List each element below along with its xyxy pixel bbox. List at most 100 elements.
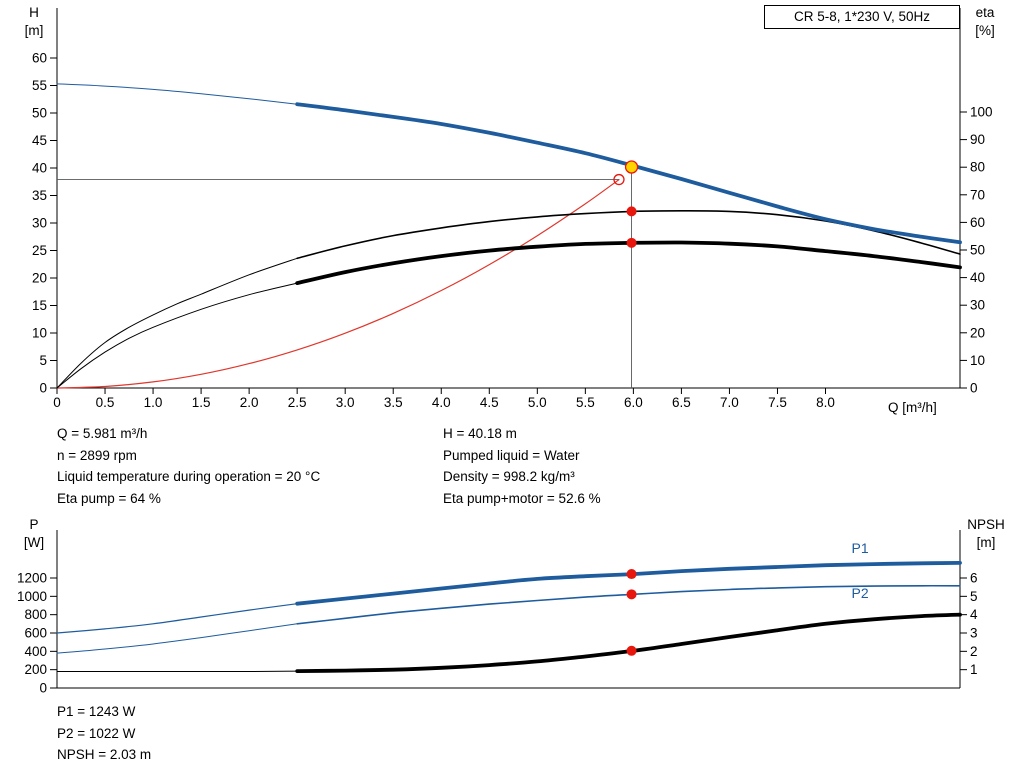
x-tick-label: 3.0 <box>336 395 355 410</box>
info-npsh: NPSH = 2.03 m <box>57 747 152 762</box>
y-left-tick-label: 40 <box>32 161 47 176</box>
power-p2-curve <box>56 584 961 654</box>
y-left-tick-label: 200 <box>24 662 47 677</box>
x-tick-label: 0 <box>53 395 61 410</box>
y-right-tick-label: 6 <box>970 571 978 586</box>
y-right-tick-label: 60 <box>970 215 985 230</box>
x-tick-label: 6.0 <box>624 395 643 410</box>
eta-pump-motor-point <box>626 237 637 248</box>
y-left-tick-label: 600 <box>24 626 47 641</box>
y-right-tick-label: 40 <box>970 270 985 285</box>
p-axis-symbol: P <box>29 517 39 532</box>
y-left-tick-label: 15 <box>32 298 47 313</box>
eta-axis-title: eta [%] <box>962 4 1008 40</box>
p2-point <box>626 589 637 600</box>
info-pumped-liquid: Pumped liquid = Water <box>443 447 580 463</box>
y-right-tick-label: 10 <box>970 353 985 368</box>
x-tick-label: 0.5 <box>96 395 115 410</box>
power-npsh-chart: 0 200 400 600 800 1000 1200 1 2 3 4 5 6 P1 P2 <box>17 530 978 696</box>
series-label-p1: P1 <box>852 540 869 556</box>
info-eta-pump: Eta pump = 64 % <box>57 490 161 506</box>
y-right-tick-label: 5 <box>970 589 978 604</box>
npsh-curve <box>56 612 962 673</box>
y-left-tick-label: 400 <box>24 644 47 659</box>
npsh-axis-symbol: NPSH <box>967 517 1005 532</box>
y-right-tick-label: 100 <box>970 105 993 120</box>
y-left-tick-label: 1000 <box>17 589 47 604</box>
h-axis-unit: [m] <box>24 23 44 38</box>
y-right-tick-label: 30 <box>970 298 985 313</box>
q-axis-title: Q [m³/h] <box>888 400 937 415</box>
y-right-tick-label: 90 <box>970 132 985 147</box>
y-right-tick-label: 70 <box>970 187 985 202</box>
npsh-axis-title: NPSH [m] <box>956 516 1016 552</box>
y-left-tick-label: 60 <box>32 51 47 66</box>
y-right-tick-label: 3 <box>970 626 978 641</box>
y-right-tick-label: 2 <box>970 644 978 659</box>
p1-point <box>626 569 637 580</box>
x-tick-label: 4.5 <box>480 395 499 410</box>
y-right-tick-label: 20 <box>970 325 985 340</box>
p-axis-unit: [W] <box>23 535 45 550</box>
info-q: Q = 5.981 m³/h <box>57 426 148 441</box>
y-right-tick-label: 4 <box>970 607 978 622</box>
h-axis-symbol: H <box>29 5 39 20</box>
x-tick-label: 1.5 <box>192 395 211 410</box>
x-tick-label: 6.5 <box>672 395 691 410</box>
y-left-tick-label: 50 <box>32 106 47 121</box>
eta-pump-motor-curve <box>56 240 962 389</box>
y-left-tick-label: 30 <box>32 216 47 231</box>
x-tick-label: 2.0 <box>240 395 259 410</box>
info-density: Density = 998.2 kg/m³ <box>443 469 575 484</box>
y-left-tick-label: 0 <box>39 381 47 396</box>
npsh-point <box>626 645 637 656</box>
duty-info-left: Q = 5.981 m³/h n = 2899 rpm Liquid tempe… <box>57 423 320 509</box>
y-left-tick-label: 800 <box>24 607 47 622</box>
x-tick-label: 5.5 <box>576 395 595 410</box>
info-speed: n = 2899 rpm <box>57 447 137 463</box>
y-left-tick-label: 10 <box>32 326 47 341</box>
npsh-axis-unit: [m] <box>976 535 996 550</box>
y-left-tick-label: 55 <box>32 78 47 93</box>
y-left-tick-label: 0 <box>39 681 47 696</box>
pump-head-curve <box>56 83 962 245</box>
h-axis-title: H [m] <box>14 4 54 40</box>
pump-model-title: CR 5-8, 1*230 V, 50Hz <box>764 5 960 29</box>
operating-point <box>624 160 639 174</box>
p-axis-title: P [W] <box>14 516 54 552</box>
eta-axis-unit: [%] <box>975 23 995 38</box>
y-left-tick-label: 45 <box>32 133 47 148</box>
duty-request-point <box>613 173 625 186</box>
y-right-tick-label: 80 <box>970 160 985 175</box>
x-tick-label: 4.0 <box>432 395 451 410</box>
x-tick-label: 1.0 <box>144 395 163 410</box>
info-eta-pump-motor: Eta pump+motor = 52.6 % <box>443 490 601 506</box>
y-left-tick-label: 35 <box>32 188 47 203</box>
y-left-tick-label: 25 <box>32 243 47 258</box>
x-tick-label: 7.0 <box>720 395 739 410</box>
series-label-p2: P2 <box>852 585 869 601</box>
qh-eta-chart: 0 5 10 15 20 25 30 35 40 45 50 55 60 0 10 20 30 40 50 60 70 8… <box>32 8 993 410</box>
info-head: H = 40.18 m <box>443 426 517 441</box>
info-liquid-temp: Liquid temperature during operation = 20… <box>57 469 321 484</box>
info-p1: P1 = 1243 W <box>57 704 136 719</box>
eta-pump-point <box>626 206 637 217</box>
y-right-tick-label: 1 <box>970 662 978 677</box>
y-left-tick-label: 1200 <box>17 571 47 586</box>
duty-info-right: H = 40.18 m Pumped liquid = Water Densit… <box>443 423 601 509</box>
duty-parabola-curve <box>56 179 620 389</box>
x-tick-label: 8.0 <box>816 395 835 410</box>
x-tick-label: 5.0 <box>528 395 547 410</box>
y-left-tick-label: 5 <box>39 353 47 368</box>
y-left-tick-label: 20 <box>32 271 47 286</box>
eta-pump-curve <box>56 209 961 389</box>
x-tick-label: 7.5 <box>768 395 787 410</box>
info-p2: P2 = 1022 W <box>57 725 136 741</box>
x-tick-label: 3.5 <box>384 395 403 410</box>
power-info: P1 = 1243 W P2 = 1022 W NPSH = 2.03 m <box>57 701 151 766</box>
y-right-tick-label: 0 <box>970 381 978 396</box>
x-tick-label: 2.5 <box>288 395 307 410</box>
eta-axis-symbol: eta <box>975 5 995 20</box>
